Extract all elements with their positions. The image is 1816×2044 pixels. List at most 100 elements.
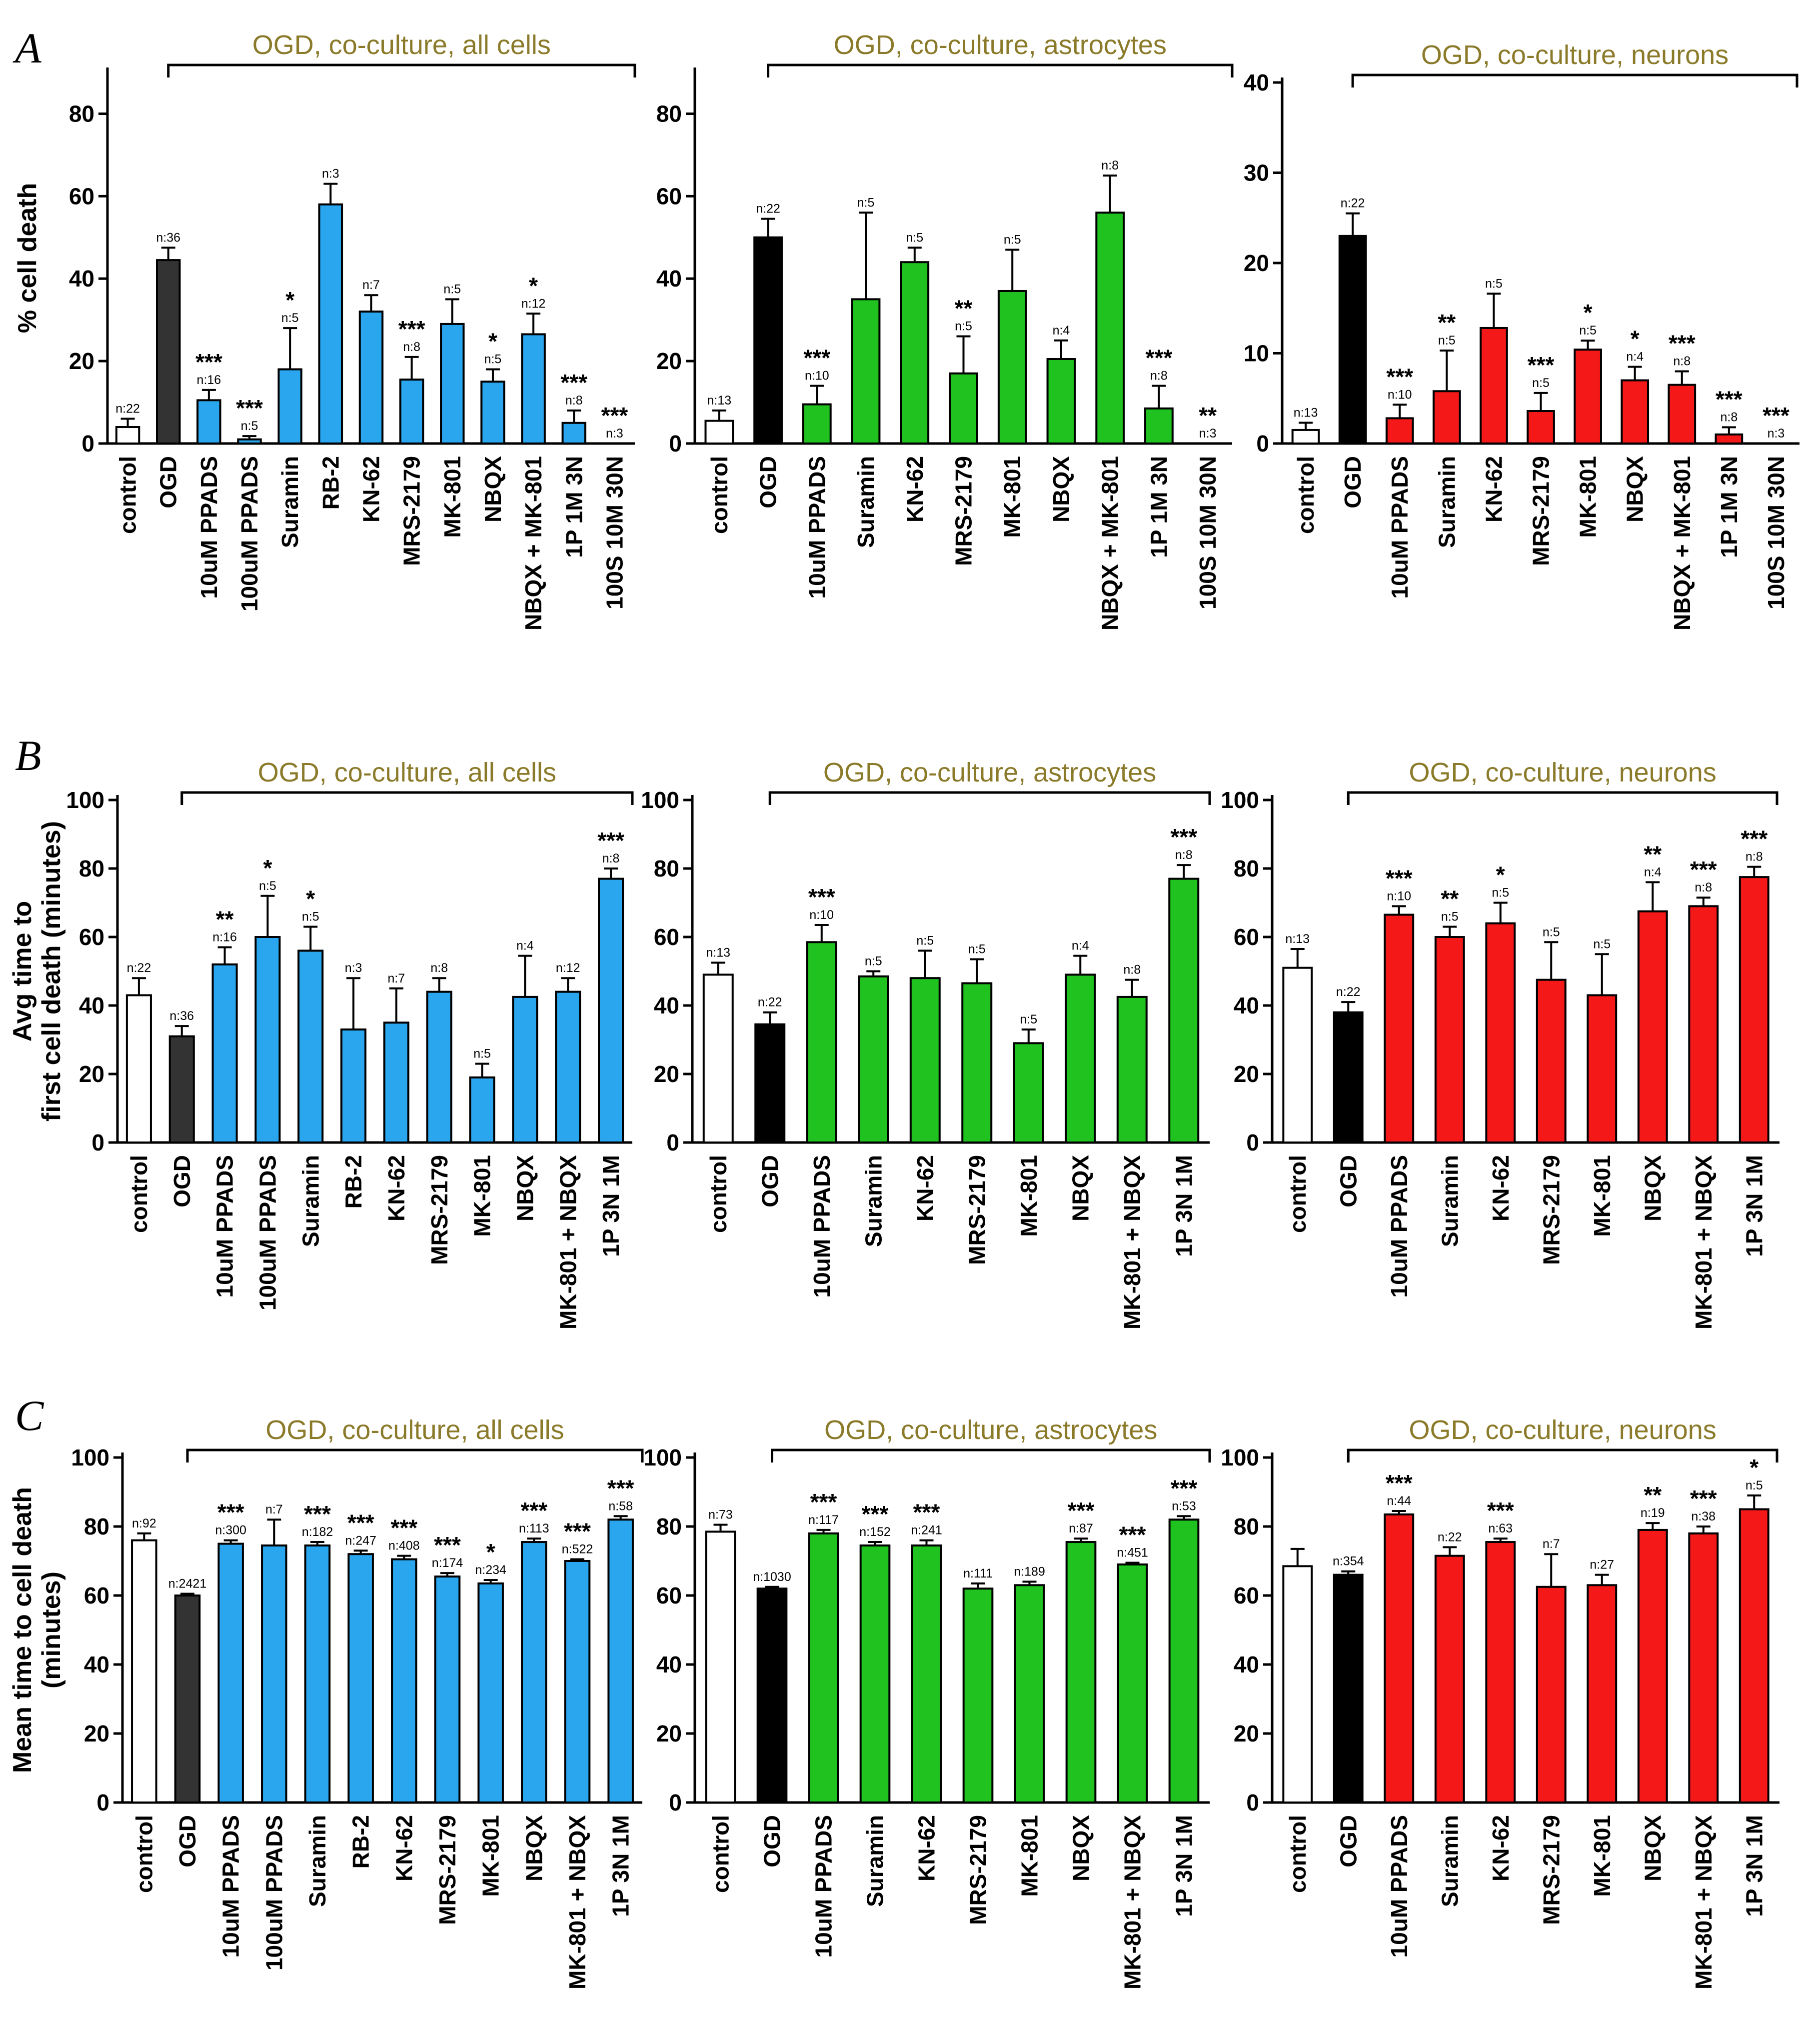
n-label-kn-62: n:7 — [362, 278, 380, 292]
n-label-mk-801: n:189 — [1014, 1564, 1045, 1578]
bar-mrs-2179 — [399, 378, 424, 445]
bar-ogd — [1338, 234, 1367, 444]
bar-kn-62 — [358, 310, 384, 445]
panel-letter-a: A — [12, 24, 41, 72]
y-tick-label: 60 — [654, 924, 679, 950]
n-label-nbqx-mk-801: n:8 — [1673, 354, 1691, 368]
y-tick-label: 20 — [84, 1720, 109, 1746]
bar-suramin — [277, 368, 302, 444]
y-axis-title: Mean time to cell death — [8, 1487, 37, 1773]
n-label-ogd: n:22 — [1341, 196, 1365, 210]
x-tick-label-1p-3n-1m: 1P 3N 1M — [1171, 1155, 1197, 1257]
x-tick-label-ogd: OGD — [169, 1155, 195, 1208]
panel-letter-b: B — [15, 732, 41, 780]
significance-nbqx: * — [488, 328, 497, 354]
significance-suramin: ** — [1438, 310, 1456, 336]
y-tick-label: 40 — [69, 266, 94, 292]
significance-mrs-2179: ** — [955, 296, 973, 322]
x-tick-label-nbqx: NBQX — [1640, 1155, 1666, 1222]
x-tick-label-mk-801-nbqx: MK-801 + NBQX — [1120, 1815, 1146, 1990]
x-tick-label-1p-1m-3n: 1P 1M 3N — [1716, 456, 1742, 558]
bar-mk-801 — [469, 1076, 495, 1144]
x-tick-label-mk-801: MK-801 — [469, 1155, 495, 1237]
n-label-mk-801-nbqx: n:451 — [1117, 1546, 1148, 1560]
x-tick-label-rb-2: RB-2 — [317, 456, 343, 510]
x-tick-label-mrs-2179: MRS-2179 — [951, 456, 977, 566]
n-label-ogd: n:354 — [1333, 1554, 1364, 1568]
chart-b2: 0 20 40 60 80 100 OGD, co-culture, astrocytes n… — [641, 758, 1211, 1330]
x-tick-label-mrs-2179: MRS-2179 — [1528, 456, 1554, 566]
x-tick-label-suramin: Suramin — [304, 1815, 330, 1907]
bar-nbqx-mk-801 — [521, 333, 546, 444]
significance-10um-ppads: ** — [216, 906, 234, 932]
y-axis-title: (minutes) — [37, 1572, 66, 1688]
significance-kn-62: *** — [390, 1515, 417, 1541]
n-label-10um-ppads: n:117 — [808, 1513, 839, 1527]
n-label-control: n:13 — [706, 946, 730, 960]
x-tick-label-kn-62: KN-62 — [1488, 1155, 1514, 1222]
n-label-1p-3n-1m: n:53 — [1172, 1499, 1196, 1513]
n-label-mrs-2179: n:7 — [1543, 1537, 1560, 1551]
treatment-bracket — [771, 1448, 1211, 1462]
treatment-bracket — [180, 791, 634, 805]
significance-mk-801-nbqx: *** — [1690, 1486, 1717, 1512]
significance-100s-10m-30n: *** — [1763, 402, 1790, 428]
bar-kn-62 — [911, 1544, 942, 1804]
x-tick-label-ogd: OGD — [755, 456, 781, 508]
x-tick-label-mk-801-nbqx: MK-801 + NBQX — [555, 1155, 581, 1330]
n-label-10um-ppads: n:10 — [1387, 889, 1411, 903]
n-label-rb-2: n:3 — [322, 167, 339, 181]
y-tick-label: 0 — [1246, 1130, 1259, 1156]
panel-letter-c: C — [15, 1392, 44, 1440]
n-label-nbqx: n:4 — [1053, 324, 1070, 338]
y-tick-label: 80 — [656, 1514, 682, 1540]
significance-10um-ppads: *** — [1386, 1470, 1413, 1496]
n-label-ogd: n:36 — [169, 1009, 194, 1023]
significance-1p-3n-1m: *** — [1170, 824, 1197, 850]
x-tick-label-1p-3n-1m: 1P 3N 1M — [1741, 1815, 1767, 1917]
x-tick-label-1p-1m-3n: 1P 1M 3N — [1146, 456, 1172, 558]
y-tick-label: 20 — [656, 1720, 682, 1746]
x-tick-label-mrs-2179: MRS-2179 — [1538, 1815, 1564, 1925]
n-label-1p-1m-3n: n:8 — [1150, 369, 1168, 383]
bar-nbqx-mk-801 — [1095, 212, 1125, 444]
chart-b3: 0 20 40 60 80 100 OGD, co-culture, neurons n:13… — [1221, 758, 1780, 1330]
y-tick-label: 60 — [1234, 1582, 1259, 1608]
significance-1p-3n-1m: *** — [597, 828, 624, 854]
bar-kn-62 — [1485, 922, 1516, 1144]
bar-10um-ppads — [211, 963, 238, 1144]
significance-nbqx: ** — [1644, 1482, 1662, 1508]
n-label-mk-801-nbqx: n:8 — [1695, 880, 1712, 894]
x-tick-label-mrs-2179: MRS-2179 — [1538, 1155, 1564, 1265]
n-label-control: n:13 — [1294, 406, 1318, 420]
bar-suramin — [297, 950, 324, 1144]
y-tick-label: 40 — [1234, 1652, 1259, 1678]
n-label-mk-801: n:5 — [1020, 1012, 1037, 1026]
n-label-kn-62: n:5 — [916, 934, 934, 948]
x-tick-label-10um-ppads: 10uM PPADS — [1387, 456, 1413, 598]
y-tick-label: 60 — [656, 1582, 682, 1608]
x-tick-label-10um-ppads: 10uM PPADS — [196, 456, 222, 598]
chart-title: OGD, co-culture, all cells — [252, 30, 551, 60]
x-tick-label-kn-62: KN-62 — [1481, 456, 1507, 522]
x-tick-label-nbqx: NBQX — [1068, 1815, 1094, 1882]
x-tick-label-nbqx: NBQX — [1067, 1155, 1093, 1222]
x-tick-label-mrs-2179: MRS-2179 — [434, 1815, 460, 1925]
x-tick-label-kn-62: KN-62 — [1488, 1815, 1514, 1882]
n-label-nbqx-mk-801: n:8 — [1101, 158, 1119, 172]
x-tick-label-10um-ppads: 10uM PPADS — [804, 456, 830, 598]
n-label-nbqx-mk-801: n:12 — [521, 296, 546, 310]
x-tick-label-mk-801: MK-801 — [1589, 1155, 1615, 1237]
x-tick-label-control: control — [126, 1155, 152, 1233]
n-label-nbqx: n:4 — [1626, 350, 1644, 364]
significance-1p-3n-1m: * — [1750, 1454, 1759, 1480]
n-label-control: n:73 — [708, 1508, 733, 1522]
n-label-mk-801-nbqx: n:8 — [1123, 963, 1141, 977]
bar-mrs-2179 — [1527, 410, 1555, 445]
significance-suramin: *** — [862, 1501, 889, 1527]
chart-title: OGD, co-culture, neurons — [1421, 40, 1729, 70]
x-tick-label-10um-ppads: 10uM PPADS — [218, 1815, 244, 1958]
n-label-nbqx: n:4 — [1072, 939, 1089, 953]
x-tick-label-mrs-2179: MRS-2179 — [965, 1815, 991, 1925]
x-tick-label-rb-2: RB-2 — [348, 1815, 374, 1868]
